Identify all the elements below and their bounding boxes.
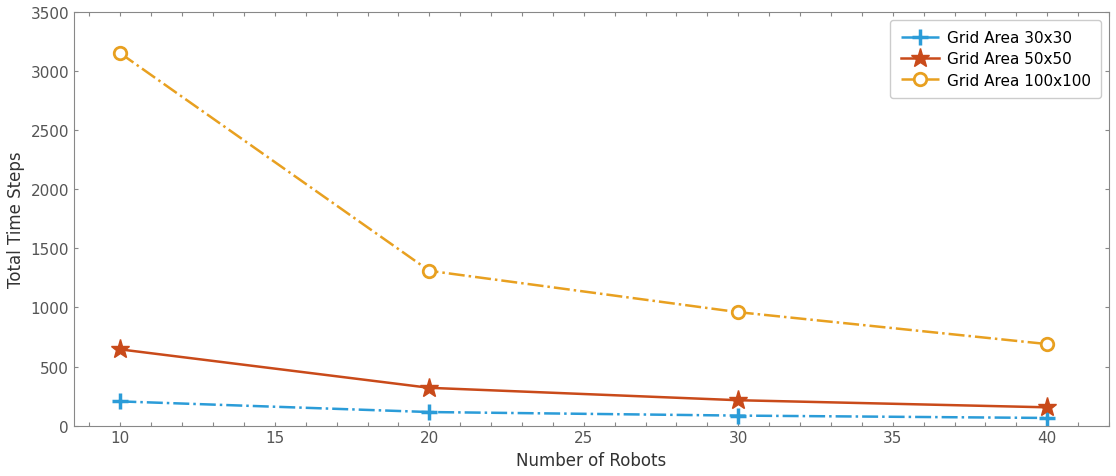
Grid Area 100x100 [114, 51, 127, 57]
Grid Area 50x50 [732, 397, 745, 403]
X-axis label: Number of Robots: Number of Robots [517, 451, 666, 469]
Legend: Grid Area 30x30, Grid Area 50x50, Grid Area 100x100: Grid Area 30x30, Grid Area 50x50, Grid A… [891, 20, 1101, 99]
Line: Grid Area 30x30: Grid Area 30x30 [112, 393, 1056, 426]
Grid Area 50x50 [423, 385, 436, 391]
Grid Area 30x30 [423, 409, 436, 415]
Line: Grid Area 100x100: Grid Area 100x100 [114, 48, 1054, 351]
Line: Grid Area 50x50: Grid Area 50x50 [110, 340, 1057, 417]
Grid Area 30x30 [732, 413, 745, 418]
Grid Area 100x100 [1040, 341, 1054, 347]
Grid Area 50x50 [114, 347, 127, 353]
Grid Area 30x30 [1040, 415, 1054, 421]
Y-axis label: Total Time Steps: Total Time Steps [7, 151, 25, 288]
Grid Area 100x100 [732, 310, 745, 316]
Grid Area 50x50 [1040, 405, 1054, 410]
Grid Area 100x100 [423, 268, 436, 274]
Grid Area 30x30 [114, 399, 127, 405]
